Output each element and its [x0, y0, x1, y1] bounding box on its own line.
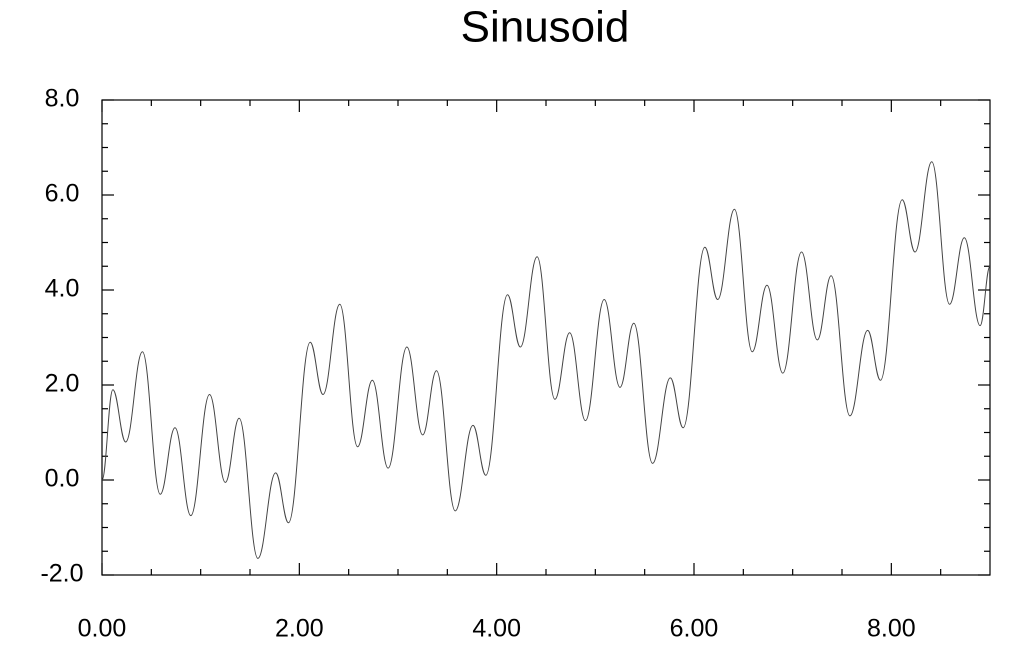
x-tick-label: 6.00	[670, 615, 719, 643]
y-tick-label: 6.0	[45, 180, 80, 208]
data-line	[101, 161, 991, 559]
y-tick-label: 8.0	[45, 85, 80, 113]
y-tick-label: 4.0	[45, 275, 80, 303]
x-tick-label: 2.00	[275, 615, 324, 643]
y-tick-label: 2.0	[45, 370, 80, 398]
y-tick-label: -2.0	[40, 560, 83, 588]
x-tick-label: 4.00	[472, 615, 521, 643]
x-tick-label: 8.00	[867, 615, 916, 643]
y-tick-label: 0.0	[45, 465, 80, 493]
x-tick-label: 0.00	[78, 615, 127, 643]
chart-title: Sinusoid	[461, 3, 630, 52]
